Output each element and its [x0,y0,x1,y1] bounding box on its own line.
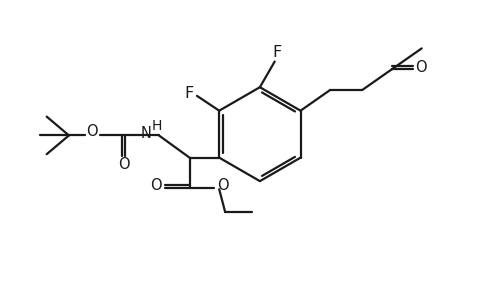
Text: H: H [151,119,162,133]
Text: F: F [184,86,194,101]
Text: O: O [150,178,162,193]
Text: O: O [86,124,98,139]
Text: N: N [140,126,151,142]
Text: F: F [272,45,282,60]
Text: O: O [217,178,228,193]
Text: O: O [416,60,427,75]
Text: O: O [118,156,130,172]
